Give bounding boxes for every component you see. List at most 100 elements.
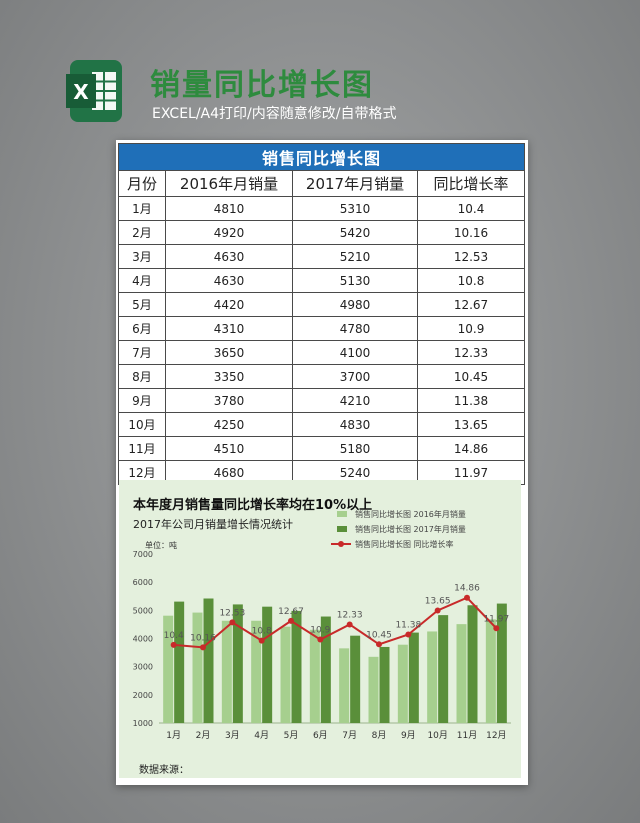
growth-point	[493, 625, 500, 632]
growth-data-label: 10.9	[310, 626, 330, 636]
table-cell: 5180	[292, 436, 418, 461]
x-tick-label: 8月	[372, 730, 387, 741]
column-header: 2016年月销量	[165, 170, 293, 197]
table-row: 9月 3780 4210 11.38	[118, 388, 526, 413]
growth-point	[464, 594, 470, 601]
y-tick-label: 2000	[133, 691, 153, 700]
chart-subtitle: 2017年公司月销量增长情况统计	[133, 518, 293, 531]
unit-label: 单位：吨	[145, 541, 177, 550]
x-tick-label: 10月	[427, 730, 447, 741]
growth-point	[405, 631, 412, 638]
growth-point	[258, 637, 265, 644]
table-row: 5月 4420 4980 12.67	[118, 292, 526, 317]
table-cell: 9月	[118, 388, 166, 413]
growth-point	[317, 636, 324, 643]
legend-label: 销售同比增长图 2017年月销量	[355, 525, 466, 534]
table-cell: 4920	[165, 220, 293, 245]
table-cell: 4780	[292, 316, 418, 341]
legend-swatch	[337, 511, 347, 517]
x-tick-label: 4月	[254, 730, 269, 741]
growth-point	[229, 619, 236, 626]
column-header: 月份	[118, 170, 166, 197]
table-cell: 4810	[165, 196, 293, 221]
table-cell: 3月	[118, 244, 166, 269]
table-cell: 2月	[118, 220, 166, 245]
bar-2016	[485, 619, 496, 723]
y-tick-label: 7000	[133, 550, 153, 559]
table-cell: 11月	[118, 436, 166, 461]
growth-point	[170, 641, 177, 648]
source-label: 数据来源：	[139, 765, 189, 776]
table-cell: 4510	[165, 436, 293, 461]
bar-2017	[350, 635, 361, 723]
bar-2017	[379, 646, 390, 723]
spreadsheet-preview: 销售同比增长图 月份 2016年月销量 2017年月销量 同比增长率 1月 481…	[116, 140, 528, 785]
growth-data-label: 12.67	[278, 607, 304, 617]
growth-data-label: 10.45	[366, 630, 392, 640]
table-cell: 4630	[165, 244, 293, 269]
table-cell: 5310	[292, 196, 418, 221]
bar-2016	[192, 612, 203, 723]
table-cell: 3650	[165, 340, 293, 365]
growth-data-label: 13.65	[425, 597, 451, 607]
table-cell: 5月	[118, 292, 166, 317]
growth-data-label: 10.8	[252, 627, 272, 637]
bar-2017	[438, 615, 449, 723]
table-cell: 4310	[165, 316, 293, 341]
table-row: 4月 4630 5130 10.8	[118, 268, 526, 293]
bar-2017	[408, 632, 419, 723]
bar-2016	[280, 626, 291, 723]
growth-data-label: 10.16	[190, 633, 216, 643]
x-tick-label: 6月	[313, 730, 328, 741]
bar-2016	[339, 648, 350, 723]
table-row: 11月 4510 5180 14.86	[118, 436, 526, 461]
table-cell: 3700	[292, 364, 418, 389]
x-tick-label: 12月	[486, 730, 506, 741]
column-header: 2017年月销量	[292, 170, 418, 197]
growth-data-label: 11.38	[395, 620, 421, 630]
legend-label: 销售同比增长图 2016年月销量	[355, 510, 466, 519]
x-tick-label: 11月	[457, 730, 477, 741]
y-tick-label: 5000	[133, 606, 153, 615]
y-tick-label: 4000	[133, 635, 153, 644]
table-cell: 4250	[165, 412, 293, 437]
sales-table: 销售同比增长图 月份 2016年月销量 2017年月销量 同比增长率 1月 481…	[117, 143, 526, 485]
growth-data-label: 11.97	[483, 614, 509, 624]
table-cell: 10.8	[416, 268, 526, 293]
table-cell: 12.53	[416, 244, 526, 269]
page-subtitle: EXCEL/A4打印/内容随意修改/自带格式	[152, 106, 397, 122]
table-header-row: 月份 2016年月销量 2017年月销量 同比增长率	[118, 170, 526, 197]
table-cell: 4420	[165, 292, 293, 317]
bar-2017	[467, 605, 478, 723]
x-tick-label: 9月	[401, 730, 416, 741]
table-row: 6月 4310 4780 10.9	[118, 316, 526, 341]
chart-title: 本年度月销售量同比增长率均在10%以上	[133, 498, 373, 513]
growth-data-label: 10.4	[164, 631, 184, 641]
bar-2016	[456, 624, 467, 723]
legend-label: 销售同比增长图 同比增长率	[355, 540, 454, 549]
bar-2016	[163, 615, 174, 723]
legend-swatch	[337, 526, 347, 532]
growth-point	[376, 641, 382, 648]
chart-panel: 本年度月销售量同比增长率均在10%以上 2017年公司月销量增长情况统计 单位：…	[119, 480, 521, 778]
bar-2017	[174, 601, 185, 723]
x-tick-label: 2月	[196, 730, 211, 741]
bar-2016	[368, 656, 379, 723]
table-cell: 5130	[292, 268, 418, 293]
table-cell: 14.86	[416, 436, 526, 461]
table-cell: 4100	[292, 340, 418, 365]
table-row: 7月 3650 4100 12.33	[118, 340, 526, 365]
table-cell: 12.33	[416, 340, 526, 365]
table-cell: 5420	[292, 220, 418, 245]
table-cell: 10.4	[416, 196, 526, 221]
table-caption: 销售同比增长图	[117, 143, 526, 171]
y-tick-label: 3000	[133, 663, 153, 672]
table-row: 2月 4920 5420 10.16	[118, 220, 526, 245]
growth-data-label: 12.33	[337, 610, 363, 620]
table-cell: 7月	[118, 340, 166, 365]
table-cell: 4630	[165, 268, 293, 293]
table-cell: 4月	[118, 268, 166, 293]
bar-2017	[291, 610, 302, 723]
table-cell: 4830	[292, 412, 418, 437]
table-row: 1月 4810 5310 10.4	[118, 196, 526, 221]
